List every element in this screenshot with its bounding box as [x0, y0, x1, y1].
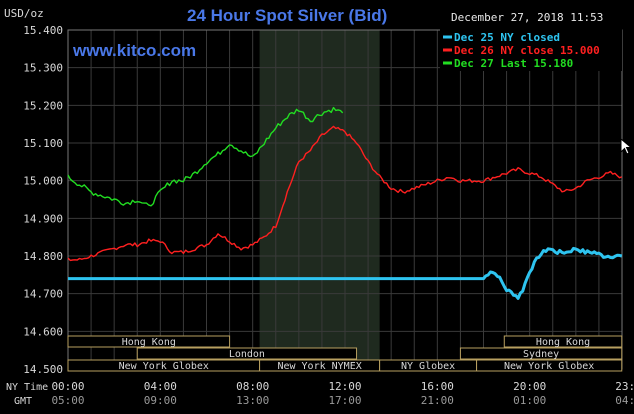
session-bar: [503, 335, 623, 348]
timestamp: December 27, 2018 11:53: [451, 11, 603, 24]
y-tick-label: 15.000: [23, 175, 63, 188]
legend: Dec 25 NY closed Dec 26 NY close 15.000 …: [440, 29, 622, 71]
x-tick-ny: 16:00: [421, 380, 454, 393]
y-tick-label: 15.400: [23, 24, 63, 37]
x-tick-gmt: 05:00: [51, 394, 84, 407]
x-tick-ny: 23:59: [615, 380, 634, 393]
session-label: Sydney: [523, 349, 559, 360]
series-line-dec26: [67, 125, 623, 262]
x-tick-ny: 12:00: [328, 380, 361, 393]
series-line-dec27: [67, 106, 344, 207]
x-tick-gmt: 21:00: [421, 394, 454, 407]
mouse-cursor-icon: [620, 138, 633, 155]
x-tick-gmt: 13:00: [236, 394, 269, 407]
y-tick-label: 14.900: [23, 212, 63, 225]
y-tick-label: 14.800: [23, 250, 63, 263]
y-tick-label: 14.500: [23, 363, 63, 376]
plot-grid: [68, 29, 622, 370]
session-label: New York Globex: [119, 361, 209, 372]
x-tick-ny: 08:00: [236, 380, 269, 393]
y-tick-label: 15.100: [23, 137, 63, 150]
y-tick-labels: 15.400 15.300 15.200 15.100 15.000 14.900 14.8…: [23, 24, 63, 376]
y-tick-label: 14.700: [23, 288, 63, 301]
session-bar: [476, 359, 623, 372]
legend-label-dec27: Dec 27 Last 15.180: [454, 57, 573, 70]
site-link[interactable]: www.kitco.com: [72, 41, 196, 60]
session-bar: [459, 347, 623, 360]
x-tick-ny: 00:00: [51, 380, 84, 393]
session-label: Hong Kong: [536, 337, 590, 348]
nymex-shade-rect: [259, 30, 380, 369]
series-lines: [67, 106, 623, 300]
gmt-label: GMT: [14, 396, 32, 407]
x-tick-gmt: 09:00: [144, 394, 177, 407]
ny-time-label: NY Time: [6, 382, 48, 393]
nymex-session-shade: [259, 30, 380, 369]
x-tick-gmt: 04:59: [615, 394, 634, 407]
series-line-dec25: [68, 246, 623, 300]
legend-box: [440, 29, 622, 71]
unit-label: USD/oz: [4, 7, 44, 20]
x-tick-gmt: 17:00: [328, 394, 361, 407]
session-label: Hong Kong: [122, 337, 176, 348]
x-tick-ny: 04:00: [144, 380, 177, 393]
chart-title: 24 Hour Spot Silver (Bid): [187, 6, 387, 25]
legend-label-dec26: Dec 26 NY close 15.000: [454, 44, 600, 57]
session-bar: [136, 347, 358, 360]
session-label: NY Globex: [401, 361, 455, 372]
x-tick-gmt: 01:00: [513, 394, 546, 407]
y-tick-label: 15.300: [23, 62, 63, 75]
session-label: New York NYMEX: [277, 361, 361, 372]
y-tick-label: 15.200: [23, 99, 63, 112]
legend-label-dec25: Dec 25 NY closed: [454, 31, 560, 44]
x-tick-ny: 20:00: [513, 380, 546, 393]
session-bar: [67, 335, 231, 348]
session-label: New York Globex: [504, 361, 594, 372]
session-label: London: [229, 349, 265, 360]
y-tick-label: 14.600: [23, 325, 63, 338]
